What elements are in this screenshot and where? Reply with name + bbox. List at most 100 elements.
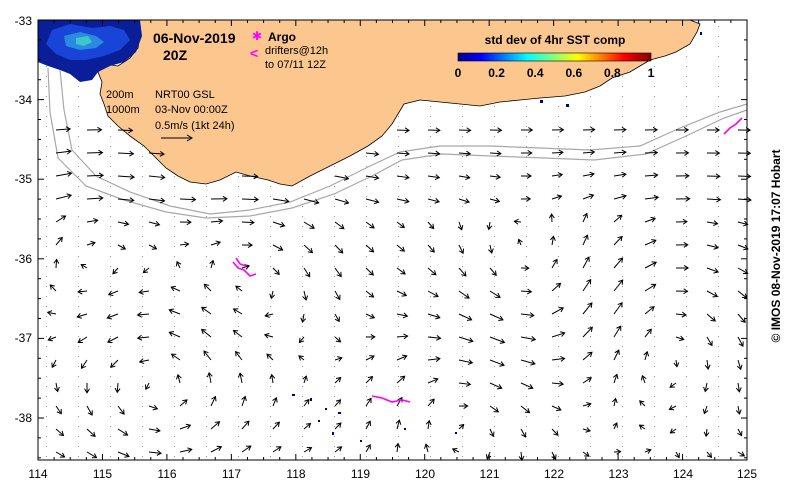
grid-dot: [718, 406, 719, 407]
grid-dot: [654, 236, 655, 237]
grid-dot: [78, 146, 79, 147]
grid-dot: [174, 216, 175, 217]
grid-dot: [238, 416, 239, 417]
credit-container: © IMOS 08-Nov-2019 17:07 Hobart: [760, 0, 790, 492]
grid-dot: [526, 166, 527, 167]
current-arrow: [86, 195, 104, 202]
grid-dot: [46, 396, 47, 397]
grid-dot: [558, 166, 559, 167]
grid-dot: [462, 246, 463, 247]
current-arrow: [365, 355, 375, 361]
grid-dot: [238, 276, 239, 277]
grid-dot: [302, 326, 303, 327]
grid-dot: [366, 236, 367, 237]
current-arrow: [365, 150, 380, 157]
grid-dot: [302, 306, 303, 307]
grid-dot: [270, 216, 271, 217]
grid-dot: [366, 296, 367, 297]
grid-dot: [494, 456, 495, 457]
grid-dot: [462, 316, 463, 317]
grid-dot: [142, 246, 143, 247]
grid-dot: [558, 326, 559, 327]
current-arrow: [206, 371, 213, 384]
grid-dot: [718, 226, 719, 227]
current-arrow: [86, 405, 93, 416]
current-arrow: [117, 173, 136, 180]
current-arrow: [640, 374, 647, 384]
grid-dot: [430, 456, 431, 457]
current-arrow: [551, 405, 562, 412]
grid-dot: [590, 256, 591, 257]
grid-dot: [334, 226, 335, 227]
grid-dot: [430, 376, 431, 377]
grid-dot: [590, 136, 591, 137]
grid-dot: [110, 326, 111, 327]
current-arrow: [144, 382, 151, 391]
current-arrow: [582, 126, 596, 133]
grid-dot: [590, 116, 591, 117]
grid-dot: [142, 406, 143, 407]
current-arrow: [582, 212, 588, 223]
grid-dot: [302, 236, 303, 237]
grid-dot: [558, 336, 559, 337]
grid-dot: [110, 156, 111, 157]
grid-dot: [462, 436, 463, 437]
grid-dot: [526, 156, 527, 157]
current-arrow: [489, 290, 501, 298]
current-arrow: [300, 313, 307, 323]
grid-dot: [622, 216, 623, 217]
grid-dot: [46, 456, 47, 457]
current-arrow: [706, 196, 722, 203]
current-arrow: [520, 382, 534, 390]
current-arrow: [520, 312, 535, 319]
grid-dot: [142, 156, 143, 157]
current-arrow: [706, 451, 713, 458]
grid-dot: [238, 386, 239, 387]
grid-dot: [238, 296, 239, 297]
grid-dot: [142, 296, 143, 297]
current-arrow: [269, 373, 276, 384]
grid-dot: [78, 286, 79, 287]
current-arrow: [77, 336, 88, 343]
grid-dot: [654, 126, 655, 127]
grid-dot: [558, 256, 559, 257]
grid-dot: [366, 456, 367, 457]
grid-dot: [462, 426, 463, 427]
current-arrow: [179, 447, 193, 454]
grid-dot: [686, 86, 687, 87]
x-tick-label: 120: [415, 467, 435, 481]
grid-dot: [366, 416, 367, 417]
grid-dot: [430, 306, 431, 307]
grid-dot: [174, 416, 175, 417]
grid-dot: [78, 136, 79, 137]
grid-dot: [142, 206, 143, 207]
grid-dot: [558, 126, 559, 127]
current-arrow: [117, 127, 134, 134]
grid-dot: [622, 126, 623, 127]
current-arrow: [706, 173, 721, 180]
grid-dot: [686, 206, 687, 207]
grid-dot: [526, 276, 527, 277]
grid-dot: [334, 356, 335, 357]
map-date: 06-Nov-2019: [153, 30, 236, 46]
grid-dot: [142, 436, 143, 437]
grid-dot: [462, 336, 463, 337]
grid-dot: [270, 266, 271, 267]
grid-dot: [46, 346, 47, 347]
current-arrow: [241, 173, 259, 180]
grid-dot: [238, 256, 239, 257]
grid-dot: [46, 286, 47, 287]
current-arrow: [644, 126, 659, 133]
grid-dot: [174, 426, 175, 427]
grid-dot: [334, 296, 335, 297]
current-arrow: [644, 172, 659, 179]
grid-dot: [526, 206, 527, 207]
grid-dot: [398, 306, 399, 307]
grid-dot: [654, 296, 655, 297]
grid-dot: [430, 296, 431, 297]
grid-dot: [494, 306, 495, 307]
grid-dot: [302, 376, 303, 377]
grid-dot: [558, 446, 559, 447]
grid-dot: [686, 136, 687, 137]
grid-dot: [78, 436, 79, 437]
